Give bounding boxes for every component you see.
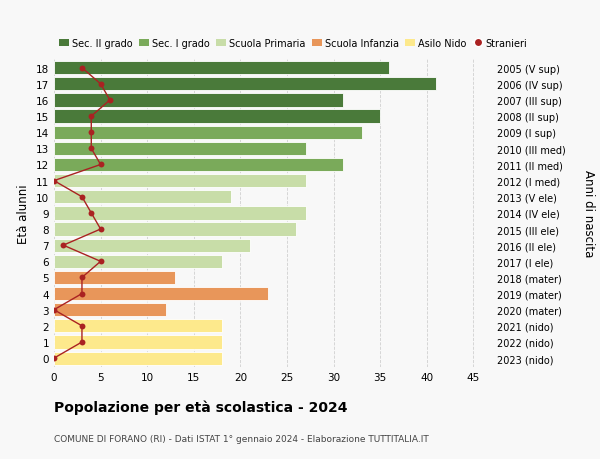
Bar [54, 287, 268, 301]
Y-axis label: Età alunni: Età alunni [17, 184, 31, 243]
Point [86, 146, 96, 153]
Bar [54, 303, 166, 317]
Point [77, 65, 87, 72]
Bar [54, 271, 175, 285]
Bar [54, 239, 250, 252]
Bar [54, 110, 380, 123]
Point [96, 258, 106, 265]
Point [105, 97, 115, 104]
Bar [54, 62, 389, 75]
Bar [54, 319, 222, 333]
Point [86, 129, 96, 137]
Bar [54, 158, 343, 172]
Point [77, 323, 87, 330]
Text: Popolazione per età scolastica - 2024: Popolazione per età scolastica - 2024 [54, 399, 347, 414]
Bar [54, 336, 222, 349]
Bar [54, 142, 305, 156]
Bar [54, 352, 222, 365]
Point [49, 355, 59, 362]
Text: COMUNE DI FORANO (RI) - Dati ISTAT 1° gennaio 2024 - Elaborazione TUTTITALIA.IT: COMUNE DI FORANO (RI) - Dati ISTAT 1° ge… [54, 434, 429, 443]
Point [77, 274, 87, 281]
Bar [54, 255, 222, 269]
Point [96, 162, 106, 169]
Point [86, 210, 96, 217]
Point [86, 113, 96, 121]
Bar [54, 126, 362, 140]
Point [59, 242, 68, 249]
Y-axis label: Anni di nascita: Anni di nascita [582, 170, 595, 257]
Bar [54, 174, 305, 188]
Point [96, 81, 106, 88]
Point [77, 290, 87, 297]
Bar [54, 191, 231, 204]
Point [49, 306, 59, 313]
Bar [54, 223, 296, 236]
Bar [54, 207, 305, 220]
Bar [54, 78, 436, 91]
Point [77, 339, 87, 346]
Point [96, 226, 106, 233]
Point [49, 178, 59, 185]
Legend: Sec. II grado, Sec. I grado, Scuola Primaria, Scuola Infanzia, Asilo Nido, Stran: Sec. II grado, Sec. I grado, Scuola Prim… [59, 39, 527, 49]
Point [77, 194, 87, 201]
Bar [54, 94, 343, 107]
